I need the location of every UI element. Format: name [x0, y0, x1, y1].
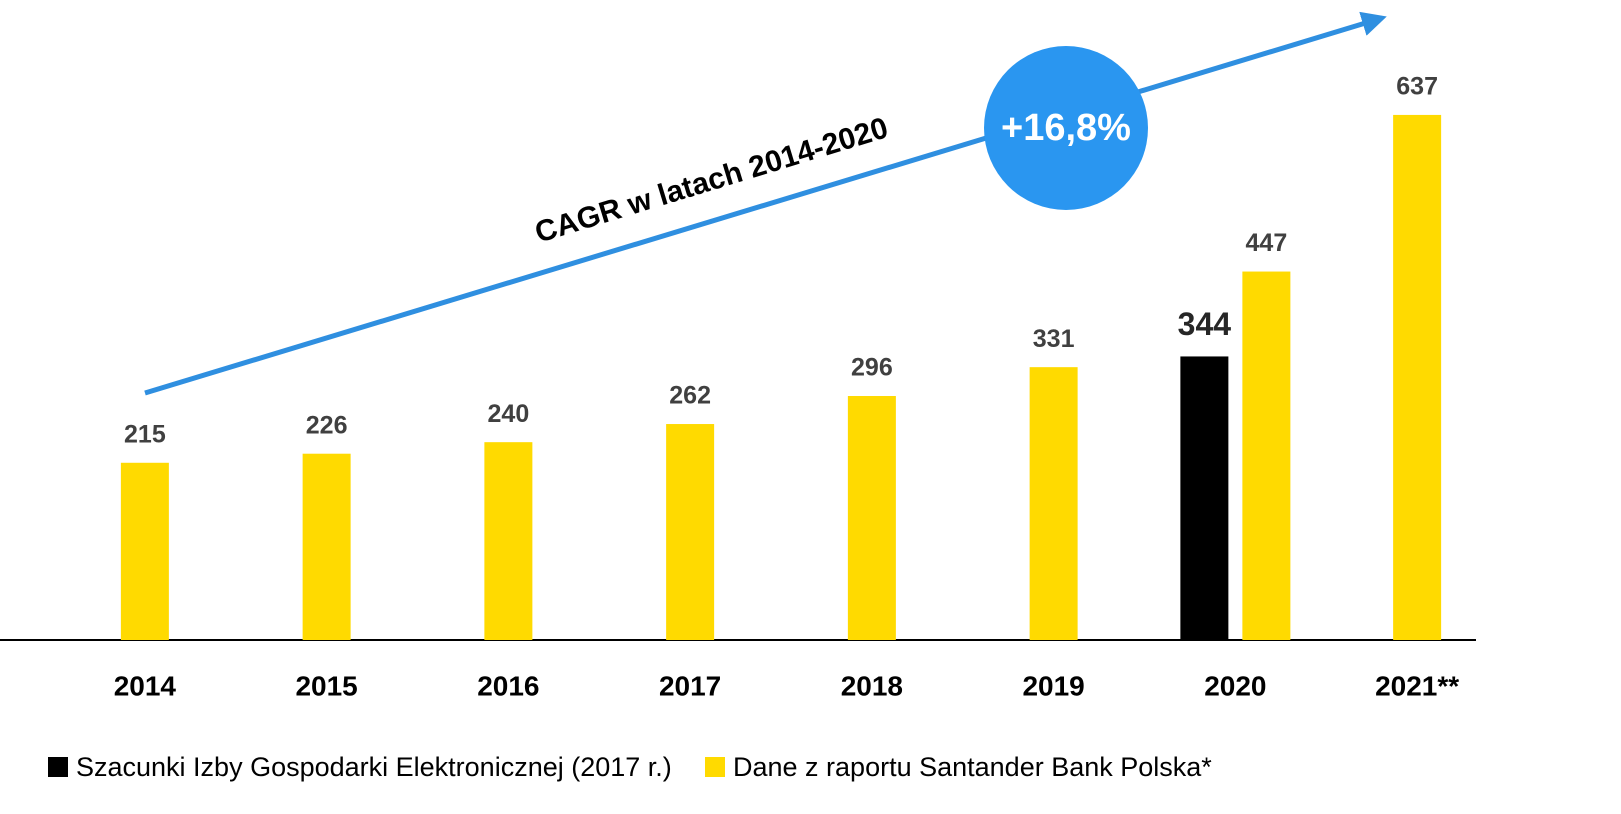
trend-arrow	[144, 11, 1387, 396]
bar	[302, 453, 351, 640]
cagr-circle	[984, 46, 1148, 210]
bar	[847, 396, 896, 640]
bar	[1180, 356, 1229, 640]
cagr-value: +16,8%	[1001, 107, 1131, 149]
value-label: 637	[1396, 73, 1438, 101]
x-tick-label: 2016	[477, 670, 539, 701]
bar	[1242, 271, 1291, 640]
value-label: 344	[1178, 306, 1232, 342]
legend-swatch	[705, 757, 725, 777]
value-label: 331	[1033, 325, 1075, 353]
x-tick-label: 2021**	[1375, 670, 1459, 701]
bar	[120, 462, 169, 640]
x-tick-label: 2020	[1204, 670, 1266, 701]
x-tick-label: 2018	[841, 670, 903, 701]
value-label: 447	[1246, 229, 1288, 257]
x-tick-label: 2019	[1022, 670, 1084, 701]
legend-label: Dane z raportu Santander Bank Polska*	[733, 752, 1212, 782]
bar	[484, 442, 533, 640]
x-tick-label: 2015	[295, 670, 357, 701]
legend-label: Szacunki Izby Gospodarki Elektronicznej …	[76, 752, 672, 782]
x-tick-label: 2017	[659, 670, 721, 701]
bar	[666, 424, 715, 640]
value-label: 226	[306, 411, 348, 439]
x-tick-label: 2014	[114, 670, 177, 701]
value-label: 262	[669, 382, 711, 410]
value-label: 215	[124, 420, 166, 448]
legend-swatch	[48, 757, 68, 777]
value-label: 240	[488, 400, 530, 428]
bar	[1393, 114, 1442, 641]
value-label: 296	[851, 354, 893, 382]
bar	[1029, 367, 1078, 640]
